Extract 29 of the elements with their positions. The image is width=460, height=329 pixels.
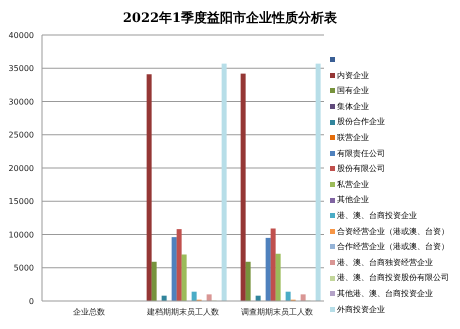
y-tick-label: 0 — [28, 296, 34, 306]
chart-title: 2022年1季度益阳市企业性质分析表 — [122, 10, 338, 28]
legend-label: 港、澳、台商独资经营企业 — [337, 256, 433, 269]
y-tick-label: 35000 — [8, 64, 34, 74]
legend-label: 国有企业 — [337, 85, 369, 98]
legend-label: 港、澳、台商投资股份有限公司 — [337, 272, 449, 284]
y-tick-label: 40000 — [8, 30, 34, 40]
legend-label: 其他企业 — [337, 194, 369, 206]
legend-label: 集体企业 — [337, 100, 369, 113]
legend-label: 内资企业 — [337, 70, 369, 82]
y-tick-label: 20000 — [8, 164, 34, 173]
legend-label: 有限责任公司 — [337, 148, 385, 160]
y-tick-label: 15000 — [8, 197, 34, 206]
legend-label: 港、澳、台商投资企业 — [337, 210, 417, 222]
legend-label: 外商投资企业 — [337, 304, 385, 316]
y-tick-label: 25000 — [8, 130, 34, 140]
legend-label: 合作经营企业（港或澳、台资） — [337, 241, 449, 254]
legend-label: 联营企业 — [337, 132, 369, 144]
legend-label: 合资经营企业（港或澳、台资） — [337, 226, 449, 238]
x-tick-label: 调查期期末员工人数 — [241, 308, 313, 317]
y-tick-label: 10000 — [8, 230, 34, 240]
legend-label: 私营企业 — [337, 178, 369, 191]
legend-label: 股份合作企业 — [337, 116, 385, 128]
y-tick-label: 30000 — [8, 97, 34, 106]
y-tick-label: 5000 — [14, 264, 34, 273]
legend-label: 其他港、澳、台商投资企业 — [337, 288, 433, 300]
legend-label: 股份有限公司 — [337, 163, 385, 176]
x-tick-label: 建档期期末员工人数 — [146, 308, 219, 317]
x-tick-label: 企业总数 — [73, 308, 105, 317]
